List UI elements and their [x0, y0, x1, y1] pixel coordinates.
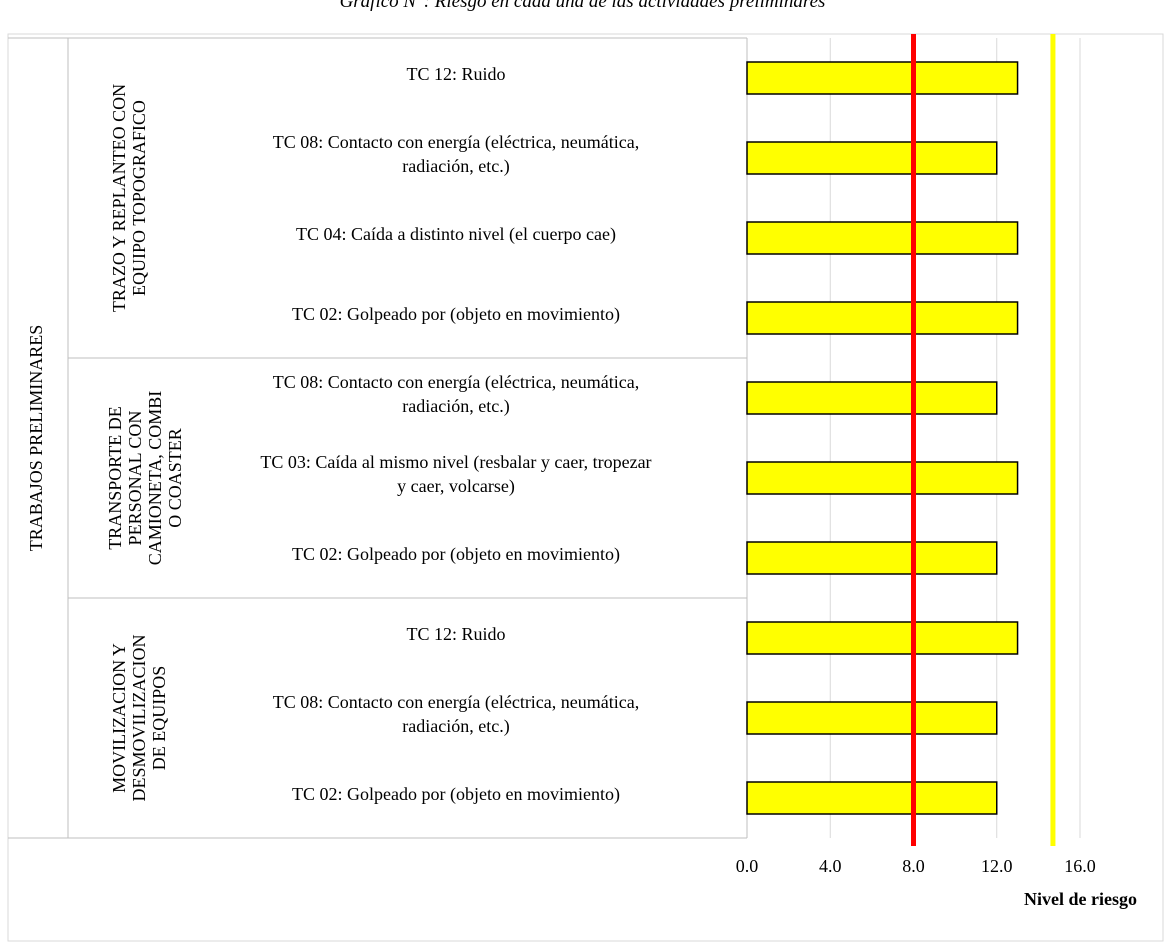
category-label: TC 08: Contacto con energía (eléctrica, … — [272, 692, 640, 736]
category-label: TC 02: Golpeado por (objeto en movimient… — [292, 544, 620, 564]
x-tick-label: 12.0 — [981, 856, 1013, 876]
plot-frame — [7, 33, 1164, 942]
x-tick-label: 0.0 — [735, 856, 759, 876]
x-axis-title: Nivel de riesgo — [1024, 889, 1137, 909]
group-label: TRANSPORTE DE PERSONAL CON CAMIONETA, CO… — [105, 390, 185, 566]
bar — [746, 61, 1019, 95]
bar — [746, 781, 998, 815]
category-label: TC 08: Contacto con energía (eléctrica, … — [272, 132, 640, 176]
x-tick-label: 4.0 — [819, 856, 842, 876]
bar — [746, 141, 998, 175]
bar — [746, 381, 998, 415]
chart-title: Gráfico N°: Riesgo en cada una de las ac… — [339, 0, 826, 12]
group-label: TRAZO Y REPLANTEO CON EQUIPO TOPOGRAFICO — [109, 83, 149, 313]
category-label: TC 12: Ruido — [406, 624, 506, 644]
bar — [746, 301, 1019, 335]
category-label: TC 12: Ruido — [406, 64, 506, 84]
bar — [746, 221, 1019, 255]
x-tick-label: 16.0 — [1064, 856, 1096, 876]
category-label: TC 02: Golpeado por (objeto en movimient… — [292, 304, 620, 324]
group-separators — [8, 37, 747, 839]
category-label: TC 04: Caída a distinto nivel (el cuerpo… — [296, 224, 616, 244]
category-label: TC 08: Contacto con energía (eléctrica, … — [272, 372, 640, 416]
outer-group-label: TRABAJOS PRELIMINARES — [26, 324, 46, 552]
group-label: MOVILIZACION Y DESMOVILIZACION DE EQUIPO… — [109, 634, 169, 802]
bars — [746, 61, 1019, 815]
x-tick-label: 8.0 — [902, 856, 925, 876]
category-label: TC 02: Golpeado por (objeto en movimient… — [292, 784, 620, 804]
reference-lines — [911, 34, 1056, 846]
bar — [746, 461, 1019, 495]
bar — [746, 621, 1019, 655]
bar — [746, 701, 998, 735]
bar — [746, 541, 998, 575]
category-label: TC 03: Caída al mismo nivel (resbalar y … — [260, 452, 652, 496]
